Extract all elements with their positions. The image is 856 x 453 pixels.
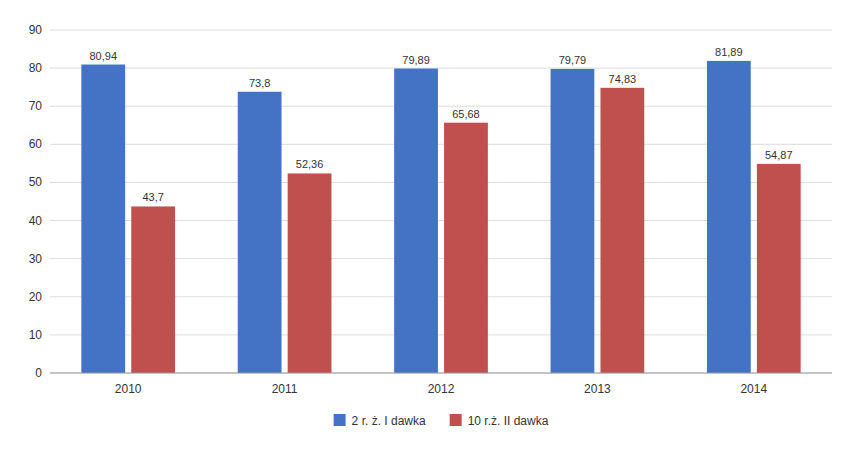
y-axis: 0 10 20 30 40 50 60 70 80 90 <box>29 23 832 380</box>
y-tick-label: 90 <box>29 23 43 37</box>
bars <box>81 61 800 373</box>
data-label: 65,68 <box>452 108 480 120</box>
y-tick-label: 30 <box>29 252 43 266</box>
data-labels: 80,94 73,8 79,89 79,79 81,89 43,7 52,36 65,68 74… <box>89 46 792 204</box>
legend-label: 10 r.ż. II dawka <box>468 414 549 428</box>
y-tick-label: 50 <box>29 175 43 189</box>
y-tick-label: 0 <box>35 366 42 380</box>
bar <box>707 61 751 373</box>
legend-item: 2 r. ż. I dawka <box>334 414 426 428</box>
legend-item: 10 r.ż. II dawka <box>450 414 549 428</box>
legend-label: 2 r. ż. I dawka <box>352 414 426 428</box>
bar <box>394 69 438 373</box>
data-label: 81,89 <box>715 46 743 58</box>
data-label: 74,83 <box>609 73 637 85</box>
bar <box>551 69 595 373</box>
x-tick-label: 2014 <box>740 382 767 396</box>
data-label: 73,8 <box>249 77 270 89</box>
bar <box>131 206 175 373</box>
legend: 2 r. ż. I dawka 10 r.ż. II dawka <box>334 414 549 428</box>
y-tick-label: 60 <box>29 137 43 151</box>
x-tick-label: 2012 <box>428 382 455 396</box>
bar <box>757 164 801 373</box>
y-tick-label: 80 <box>29 61 43 75</box>
grid-line <box>50 373 832 374</box>
grid-line <box>50 30 832 31</box>
legend-swatch <box>450 414 462 426</box>
y-tick-label: 70 <box>29 99 43 113</box>
data-label: 80,94 <box>89 50 117 62</box>
x-tick-label: 2013 <box>584 382 611 396</box>
x-axis-line <box>50 373 832 374</box>
x-axis: 2010 2011 2012 2013 2014 <box>50 373 832 396</box>
bar <box>288 173 332 373</box>
y-tick-label: 10 <box>29 328 43 342</box>
data-label: 52,36 <box>296 158 324 170</box>
bar <box>600 88 644 373</box>
legend-swatch <box>334 414 346 426</box>
bar <box>81 65 125 373</box>
data-label: 54,87 <box>765 149 793 161</box>
y-tick-label: 20 <box>29 290 43 304</box>
x-tick-label: 2011 <box>272 382 298 396</box>
x-tick-label: 2010 <box>115 382 142 396</box>
bar <box>238 92 282 373</box>
data-label: 79,89 <box>402 54 430 66</box>
data-label: 79,79 <box>559 54 587 66</box>
data-label: 43,7 <box>142 191 163 203</box>
chart: 0 10 20 30 40 50 60 70 80 90 80,94 73,8 79,89 79,79 81… <box>0 0 856 453</box>
y-tick-label: 40 <box>29 214 43 228</box>
bar <box>444 123 488 373</box>
